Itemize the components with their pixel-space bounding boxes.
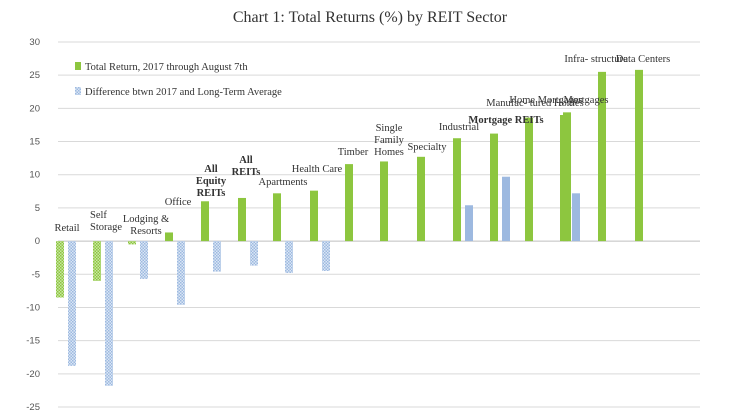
category-label-line: Mortgages bbox=[564, 95, 609, 106]
bar-difference bbox=[105, 241, 113, 386]
bar-total-return bbox=[525, 117, 533, 242]
y-tick-label: -10 bbox=[26, 302, 40, 313]
category-label: Lodging & Resorts bbox=[123, 214, 169, 237]
category-label-line: Industrial bbox=[439, 122, 479, 133]
y-axis: 30 25 20 15 10 5 0 -5 -10 -15 -20 -25 bbox=[26, 37, 40, 413]
category-label: Self Storage bbox=[90, 210, 122, 233]
category-label-line: Home Mortgages bbox=[509, 95, 582, 106]
category-label: Manufac- tured Homes bbox=[486, 98, 583, 109]
category-label-line: Family bbox=[374, 135, 405, 146]
bar-total-return bbox=[635, 69, 643, 242]
category-label-line: Retail bbox=[54, 223, 79, 234]
legend-label-difference: Difference btwn 2017 and Long-Term Avera… bbox=[85, 87, 282, 98]
category-label-line: Homes bbox=[374, 147, 404, 158]
bar-total-return bbox=[56, 241, 64, 298]
bar-difference bbox=[68, 241, 76, 366]
y-tick-label: -5 bbox=[32, 269, 40, 280]
category-label-line: Resorts bbox=[130, 226, 162, 237]
category-label: Specialty bbox=[407, 142, 447, 153]
legend: Total Return, 2017 through August 7th Di… bbox=[75, 62, 282, 98]
category-label: Apartments bbox=[259, 177, 308, 188]
bar-total-return bbox=[563, 112, 571, 242]
category-label: Industrial bbox=[439, 122, 479, 133]
category-label: All REITs bbox=[232, 155, 261, 178]
category-label: Single Family Homes bbox=[374, 123, 405, 158]
category-label-line: Manufac- tured Homes bbox=[486, 98, 583, 109]
bar-difference bbox=[140, 241, 148, 279]
bar-difference bbox=[502, 176, 510, 242]
bar-total-return bbox=[273, 193, 281, 242]
y-tick-label: -20 bbox=[26, 369, 40, 380]
category-label-line: Storage bbox=[90, 222, 122, 233]
category-label-line: Apartments bbox=[259, 177, 308, 188]
y-tick-label: 25 bbox=[29, 70, 40, 81]
y-tick-label: 5 bbox=[35, 203, 40, 214]
category-label-line: Mortgage REITs bbox=[468, 115, 543, 126]
bar-difference bbox=[572, 193, 580, 242]
bar-difference bbox=[465, 205, 473, 242]
bar-total-return bbox=[128, 241, 136, 245]
bar-total-return bbox=[417, 156, 425, 242]
bar-total-return bbox=[238, 197, 246, 242]
y-tick-label: 0 bbox=[35, 236, 40, 247]
category-label-line: REITs bbox=[197, 188, 226, 199]
category-label-line: REITs bbox=[232, 167, 261, 178]
bars bbox=[56, 69, 643, 386]
category-label-line: Infra- structure bbox=[564, 54, 628, 65]
category-label: Timber bbox=[338, 147, 369, 158]
bar-total-return bbox=[93, 241, 101, 281]
bar-difference bbox=[177, 241, 185, 305]
bar-total-return bbox=[380, 161, 388, 242]
category-label: Mortgages bbox=[564, 95, 609, 106]
grid bbox=[58, 41, 700, 408]
bar-difference bbox=[322, 241, 330, 271]
chart-title: Chart 1: Total Returns (%) by REIT Secto… bbox=[233, 9, 508, 26]
bar-difference bbox=[250, 241, 258, 266]
category-label: Home Mortgages bbox=[509, 95, 582, 106]
category-label: Retail bbox=[54, 223, 79, 234]
y-tick-label: -25 bbox=[26, 402, 40, 413]
category-label: Mortgage REITs bbox=[468, 115, 543, 126]
bar-total-return bbox=[201, 201, 209, 242]
bar-total-return bbox=[453, 138, 461, 242]
y-tick-label: 20 bbox=[29, 103, 40, 114]
category-label-line: All bbox=[204, 164, 218, 175]
category-label: Office bbox=[165, 197, 192, 208]
y-tick-label: -15 bbox=[26, 336, 40, 347]
bar-total-return bbox=[490, 133, 498, 242]
category-label: All Equity REITs bbox=[196, 164, 227, 199]
category-label-line: All bbox=[239, 155, 253, 166]
category-label: Data Centers bbox=[616, 54, 671, 65]
category-label-line: Health Care bbox=[292, 164, 343, 175]
category-label-line: Data Centers bbox=[616, 54, 671, 65]
category-label-line: Timber bbox=[338, 147, 369, 158]
bar-total-return bbox=[165, 232, 173, 242]
category-label-line: Equity bbox=[196, 176, 227, 187]
category-label-line: Specialty bbox=[407, 142, 447, 153]
y-tick-label: 15 bbox=[29, 137, 40, 148]
y-tick-label: 30 bbox=[29, 37, 40, 48]
category-label-line: Single bbox=[376, 123, 403, 134]
category-label-line: Office bbox=[165, 197, 192, 208]
category-label: Infra- structure bbox=[564, 54, 628, 65]
category-label-line: Lodging & bbox=[123, 214, 169, 225]
legend-label-total-return: Total Return, 2017 through August 7th bbox=[85, 62, 248, 73]
bar-total-return bbox=[598, 71, 606, 242]
bar-difference bbox=[285, 241, 293, 273]
category-label-line: Self bbox=[90, 210, 107, 221]
bar-total-return bbox=[345, 164, 353, 242]
y-tick-label: 10 bbox=[29, 170, 40, 181]
legend-swatch-total-return bbox=[75, 62, 81, 70]
category-label: Health Care bbox=[292, 164, 343, 175]
legend-swatch-difference bbox=[75, 87, 81, 95]
bar-total-return bbox=[310, 190, 318, 242]
bar-difference bbox=[213, 241, 221, 272]
